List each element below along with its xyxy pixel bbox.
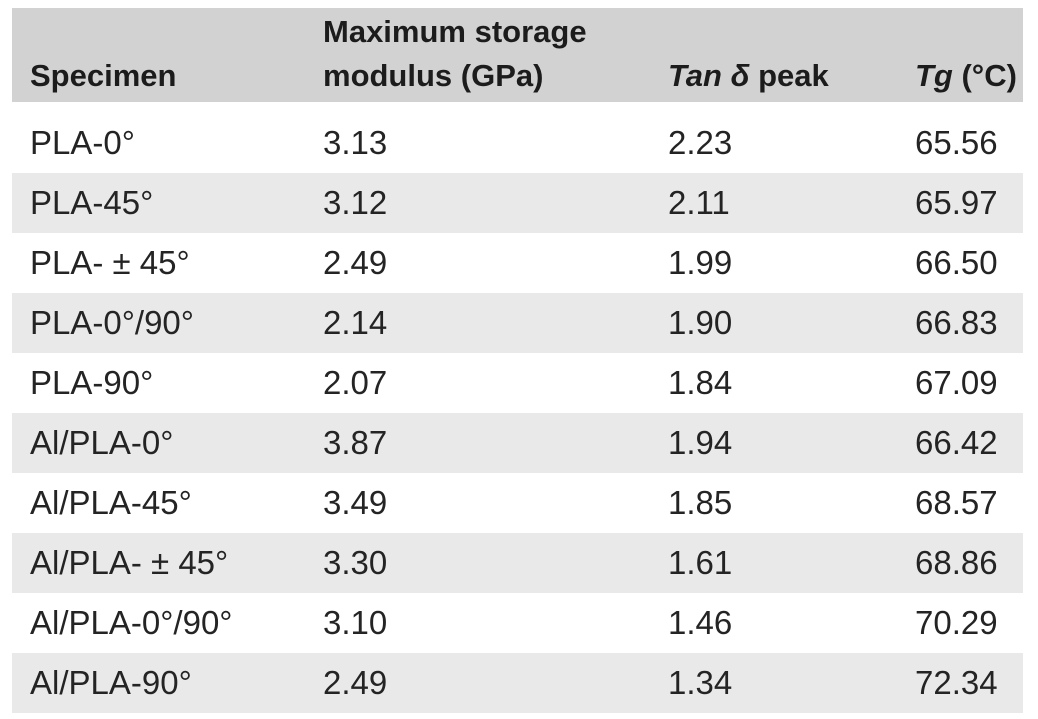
modulus-cell: 2.07 <box>323 364 388 401</box>
modulus-cell: 3.49 <box>323 484 388 521</box>
tg-cell: 70.29 <box>915 604 998 641</box>
table-row: Al/PLA-0° 3.87 1.94 66.42 <box>12 413 1023 473</box>
modulus-cell: 3.13 <box>323 124 388 161</box>
tan-delta-cell: 1.99 <box>668 244 733 281</box>
specimen-cell: PLA-90° <box>30 364 154 401</box>
dma-results-table: Specimen Maximum storage modulus (GPa) T… <box>12 8 1023 713</box>
tg-cell: 67.09 <box>915 364 998 401</box>
tg-cell: 68.86 <box>915 544 998 581</box>
tan-delta-cell: 1.94 <box>668 424 733 461</box>
tg-cell: 66.42 <box>915 424 998 461</box>
column-header-tan-delta-peak: Tan δ peak <box>668 54 915 102</box>
tan-delta-cell: 1.84 <box>668 364 733 401</box>
tan-delta-cell: 1.85 <box>668 484 733 521</box>
tan-delta-cell: 1.61 <box>668 544 733 581</box>
table-row: PLA- ± 45° 2.49 1.99 66.50 <box>12 233 1023 293</box>
specimen-cell: PLA-0°/90° <box>30 304 194 341</box>
specimen-cell: Al/PLA-0° <box>30 424 174 461</box>
column-header-max-storage-modulus: Maximum storage modulus (GPa) <box>323 13 587 93</box>
specimen-cell: PLA-0° <box>30 124 135 161</box>
modulus-cell: 3.10 <box>323 604 388 641</box>
table-row: PLA-0°/90° 2.14 1.90 66.83 <box>12 293 1023 353</box>
modulus-cell: 3.30 <box>323 544 388 581</box>
tg-cell: 65.97 <box>915 184 998 221</box>
specimen-cell: PLA-45° <box>30 184 154 221</box>
tg-cell: 68.57 <box>915 484 998 521</box>
tg-italic-label: Tg <box>915 57 953 93</box>
specimen-cell: PLA- ± 45° <box>30 244 190 281</box>
tan-delta-regular-label: peak <box>749 57 829 93</box>
specimen-cell: Al/PLA-45° <box>30 484 192 521</box>
tg-cell: 66.50 <box>915 244 998 281</box>
table-header-row: Specimen Maximum storage modulus (GPa) T… <box>12 8 1023 102</box>
tg-cell: 65.56 <box>915 124 998 161</box>
tg-cell: 72.34 <box>915 664 998 701</box>
tg-regular-label: (°C) <box>952 57 1017 93</box>
modulus-cell: 2.49 <box>323 664 388 701</box>
tan-delta-cell: 1.46 <box>668 604 733 641</box>
table-row: Al/PLA-90° 2.49 1.34 72.34 <box>12 653 1023 713</box>
column-header-specimen: Specimen <box>30 57 177 93</box>
modulus-cell: 3.12 <box>323 184 388 221</box>
table-row: PLA-90° 2.07 1.84 67.09 <box>12 353 1023 413</box>
specimen-cell: Al/PLA-90° <box>30 664 192 701</box>
table-row: PLA-0° 3.13 2.23 65.56 <box>12 113 1023 173</box>
tan-delta-cell: 1.90 <box>668 304 733 341</box>
table-row: Al/PLA-45° 3.49 1.85 68.57 <box>12 473 1023 533</box>
modulus-cell: 3.87 <box>323 424 388 461</box>
table-row: Al/PLA- ± 45° 3.30 1.61 68.86 <box>12 533 1023 593</box>
tan-delta-cell: 2.23 <box>668 124 733 161</box>
tg-cell: 66.83 <box>915 304 998 341</box>
tan-delta-italic-label: Tan δ <box>668 57 750 93</box>
specimen-cell: Al/PLA- ± 45° <box>30 544 229 581</box>
table-row: Al/PLA-0°/90° 3.10 1.46 70.29 <box>12 593 1023 653</box>
modulus-cell: 2.14 <box>323 304 388 341</box>
table-body: PLA-0° 3.13 2.23 65.56 PLA-45° 3.12 2.11 65.97 P… <box>12 113 1023 713</box>
specimen-cell: Al/PLA-0°/90° <box>30 604 233 641</box>
modulus-cell: 2.49 <box>323 244 388 281</box>
table-row: PLA-45° 3.12 2.11 65.97 <box>12 173 1023 233</box>
column-header-tg: Tg (°C) <box>915 54 1023 102</box>
tan-delta-cell: 1.34 <box>668 664 733 701</box>
tan-delta-cell: 2.11 <box>668 184 730 221</box>
